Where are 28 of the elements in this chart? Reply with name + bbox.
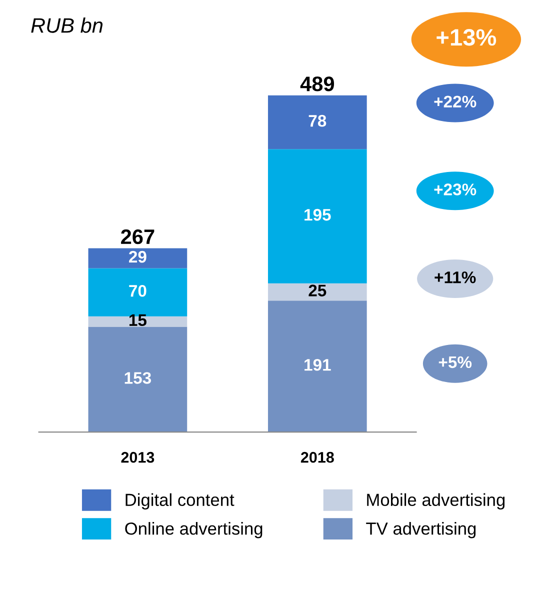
- bar: [268, 300, 367, 432]
- data-label: 70: [129, 284, 146, 297]
- data-label: 191: [304, 359, 331, 371]
- total-label: 489: [300, 76, 334, 92]
- data-label: 15: [129, 314, 146, 326]
- bar: [88, 326, 188, 432]
- x-tick-label: 2013: [121, 452, 154, 463]
- bar: [268, 149, 367, 284]
- chart-title: RUB bn: [31, 18, 103, 33]
- bar: [268, 283, 367, 301]
- bar: [268, 95, 367, 150]
- text: +5%: [438, 356, 472, 368]
- text: +22%: [434, 96, 476, 108]
- text: +11%: [434, 271, 476, 284]
- legend-label: Digital content: [126, 493, 234, 510]
- bar: [88, 248, 188, 268]
- legend-label: Online advertising: [125, 522, 262, 538]
- text: +13%: [436, 29, 496, 46]
- data-label: 29: [129, 250, 146, 263]
- data-label: 153: [124, 372, 151, 384]
- text: +23%: [434, 184, 476, 196]
- x-tick-label: 2018: [300, 452, 334, 463]
- legend-label: TV advertising: [366, 522, 476, 538]
- legend-label: Mobile advertising: [367, 493, 505, 510]
- data-label: 78: [308, 114, 326, 127]
- data-label: 25: [308, 284, 326, 296]
- data-label: 195: [304, 208, 331, 221]
- total-label: 267: [121, 229, 154, 244]
